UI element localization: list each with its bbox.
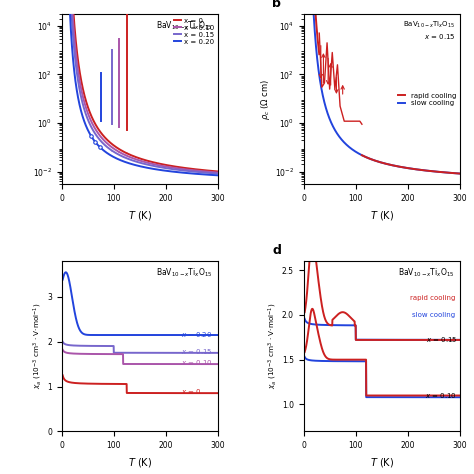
- Text: slow cooling: slow cooling: [412, 312, 455, 318]
- X-axis label: $T$ (K): $T$ (K): [370, 209, 394, 222]
- Text: b: b: [273, 0, 281, 10]
- Y-axis label: $\chi_a$ (10$^{-3}$ cm$^3$ · V·mol$^{-1}$): $\chi_a$ (10$^{-3}$ cm$^3$ · V·mol$^{-1}…: [267, 303, 279, 390]
- Text: rapid cooling: rapid cooling: [410, 295, 455, 301]
- Text: $x$ = 0.15: $x$ = 0.15: [182, 347, 213, 356]
- X-axis label: $T$ (K): $T$ (K): [128, 456, 152, 469]
- X-axis label: $T$ (K): $T$ (K): [370, 456, 394, 469]
- Y-axis label: $\chi_a$ (10$^{-3}$ cm$^3$ · V·mol$^{-1}$): $\chi_a$ (10$^{-3}$ cm$^3$ · V·mol$^{-1}…: [32, 303, 44, 390]
- Text: $x$ = 0.20: $x$ = 0.20: [182, 330, 213, 339]
- Text: $x$ = 0.10: $x$ = 0.10: [182, 358, 213, 367]
- Text: BaV$_{10-x}$Ti$_x$O$_{15}$: BaV$_{10-x}$Ti$_x$O$_{15}$: [156, 19, 213, 32]
- Y-axis label: $\rho_c$ ($\Omega$ cm): $\rho_c$ ($\Omega$ cm): [259, 79, 272, 120]
- X-axis label: $T$ (K): $T$ (K): [128, 209, 152, 222]
- Legend: rapid cooling, slow cooling: rapid cooling, slow cooling: [399, 92, 456, 106]
- Legend: x = 0, x = 0.10, x = 0.15, x = 0.20: x = 0, x = 0.10, x = 0.15, x = 0.20: [174, 18, 214, 45]
- Text: BaV$_{10-x}$Ti$_x$O$_{15}$
$x$ = 0.15: BaV$_{10-x}$Ti$_x$O$_{15}$ $x$ = 0.15: [403, 19, 455, 41]
- Text: BaV$_{10-x}$Ti$_x$O$_{15}$: BaV$_{10-x}$Ti$_x$O$_{15}$: [399, 266, 455, 279]
- Text: $x$ = 0.15: $x$ = 0.15: [426, 335, 457, 344]
- Text: $x$ = 0.10: $x$ = 0.10: [425, 391, 457, 400]
- Text: BaV$_{10-x}$Ti$_x$O$_{15}$: BaV$_{10-x}$Ti$_x$O$_{15}$: [156, 266, 213, 279]
- Text: $x$ = 0: $x$ = 0: [182, 387, 202, 396]
- Text: d: d: [273, 244, 281, 257]
